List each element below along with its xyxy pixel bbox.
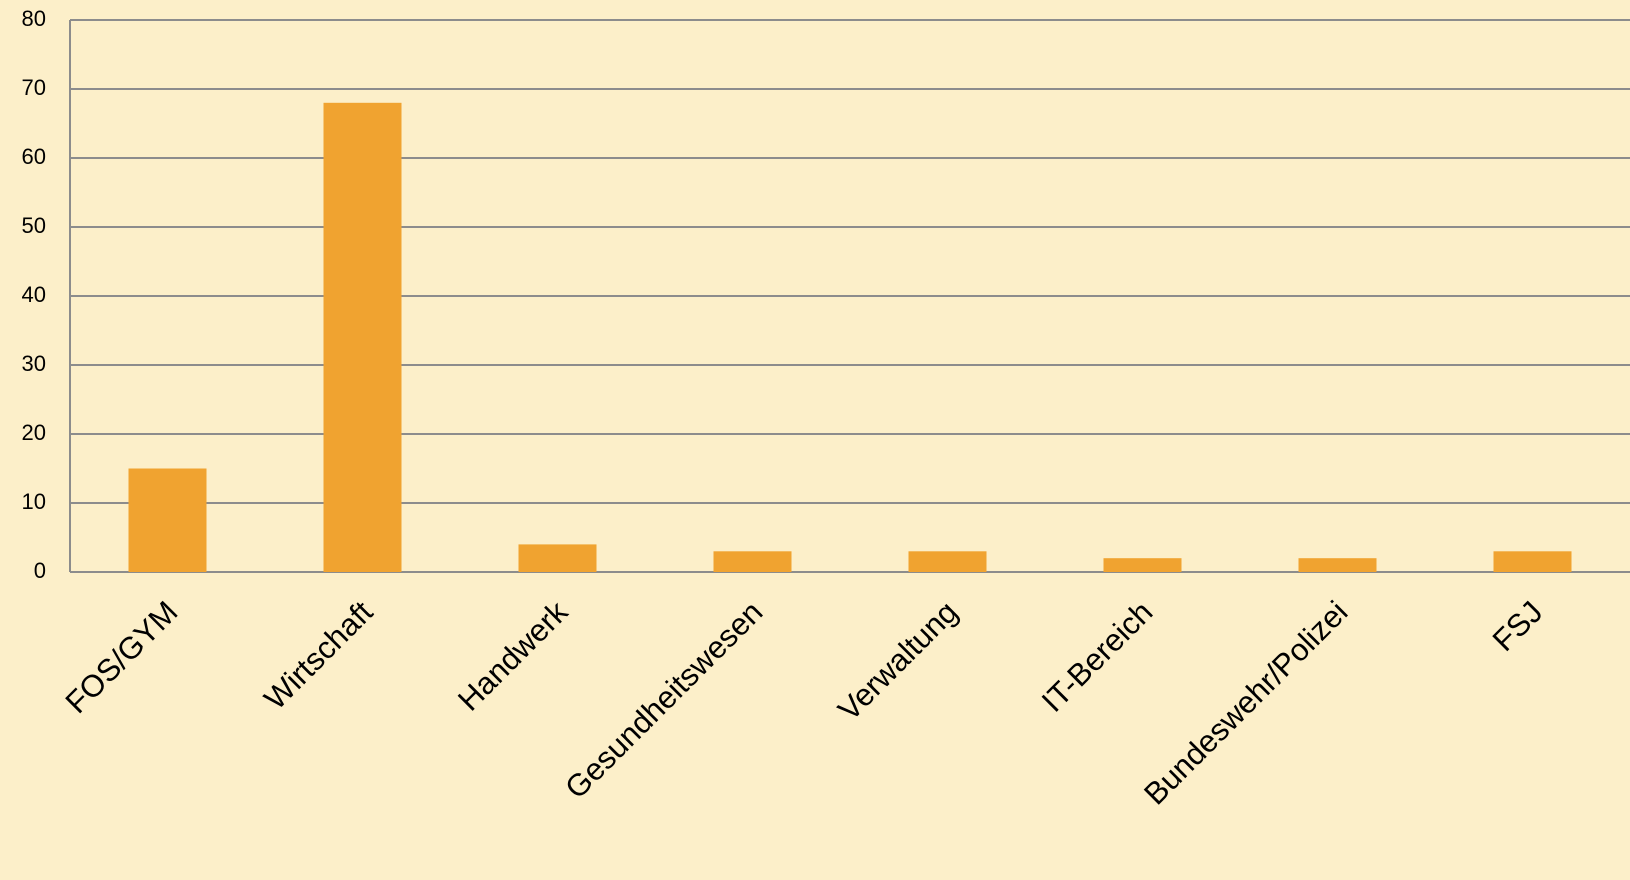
bar [1493,551,1572,572]
bar [908,551,987,572]
y-tick-label: 20 [22,420,46,445]
bar [128,468,207,572]
y-tick-label: 40 [22,282,46,307]
bar [518,544,597,572]
y-tick-label: 0 [34,558,46,583]
bar [713,551,792,572]
y-tick-label: 70 [22,75,46,100]
y-tick-label: 10 [22,489,46,514]
y-tick-label: 80 [22,6,46,31]
bar [323,102,402,573]
bar [1103,558,1182,572]
y-tick-label: 60 [22,144,46,169]
y-tick-label: 30 [22,351,46,376]
bar [1298,558,1377,572]
y-tick-label: 50 [22,213,46,238]
